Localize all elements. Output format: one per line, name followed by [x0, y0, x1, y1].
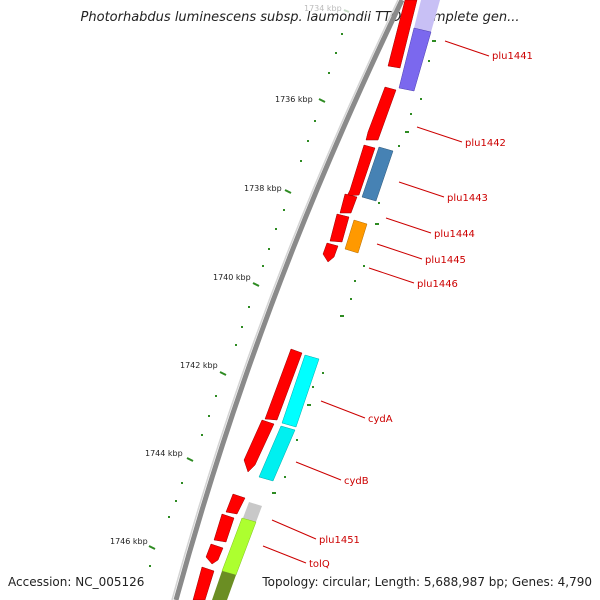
cds-arrow[interactable] [264, 348, 303, 421]
tick-label: 1734 kbp [304, 4, 342, 13]
tick-label: 1736 kbp [275, 95, 313, 104]
tick-label: 1740 kbp [213, 273, 251, 282]
feature-bar-orange[interactable] [344, 219, 368, 254]
tick-label: 1746 kbp [110, 537, 148, 546]
cds-arrow[interactable] [329, 213, 350, 243]
gene-label-plu1442[interactable]: plu1442 [465, 138, 506, 149]
accession-text: Accession: NC_005126 [8, 575, 145, 589]
tick-labels: 1734 kbp 1736 kbp 1738 kbp 1740 kbp 1742… [110, 4, 342, 546]
cds-arrow[interactable] [213, 513, 235, 543]
feature-bar-lightgray[interactable] [243, 502, 262, 522]
scale-dots [149, 33, 343, 567]
feature-bar-cyan[interactable] [258, 425, 296, 482]
genome-backbone-arc [173, 0, 405, 600]
feature-bar-olive[interactable] [212, 571, 236, 600]
tick-label: 1738 kbp [244, 184, 282, 193]
cds-arrow[interactable] [346, 144, 376, 197]
cds-arrow[interactable] [339, 193, 358, 214]
gene-label-tolQ[interactable]: tolQ [309, 559, 330, 570]
cds-arrow[interactable] [365, 86, 397, 141]
gene-labels[interactable]: plu1441 plu1442 plu1443 plu1444 plu1445 … [309, 51, 533, 570]
gene-label-plu1451[interactable]: plu1451 [319, 535, 360, 546]
scale-ticks [148, 9, 350, 550]
gene-label-plu1441[interactable]: plu1441 [492, 51, 533, 62]
feature-bar-purple[interactable] [398, 27, 432, 92]
genome-backbone-highlight [171, 0, 399, 600]
tick-label: 1742 kbp [180, 361, 218, 370]
feature-bar-cyan[interactable] [281, 354, 320, 428]
feature-bar-steelblue[interactable] [361, 146, 394, 202]
cds-arrow[interactable] [225, 493, 246, 515]
feature-bar-lavender[interactable] [414, 0, 440, 32]
tick-label: 1744 kbp [145, 449, 183, 458]
genome-summary-text: Topology: circular; Length: 5,688,987 bp… [262, 575, 592, 589]
gene-label-plu1444[interactable]: plu1444 [434, 229, 475, 240]
gene-label-plu1443[interactable]: plu1443 [447, 193, 488, 204]
cds-arrow[interactable] [243, 419, 275, 473]
cds-arrow[interactable] [387, 0, 418, 69]
label-leaders [262, 40, 490, 564]
gene-label-cydB[interactable]: cydB [344, 476, 369, 487]
gene-label-plu1446[interactable]: plu1446 [417, 279, 458, 290]
cds-arrow[interactable] [205, 543, 224, 565]
cds-features[interactable] [192, 0, 418, 600]
inner-scale-dots [272, 40, 436, 494]
gene-label-cydA[interactable]: cydA [368, 414, 393, 425]
cds-arrow[interactable] [322, 242, 339, 263]
colored-features[interactable] [212, 0, 440, 600]
gene-label-plu1445[interactable]: plu1445 [425, 255, 466, 266]
cds-arrow[interactable] [192, 566, 215, 600]
